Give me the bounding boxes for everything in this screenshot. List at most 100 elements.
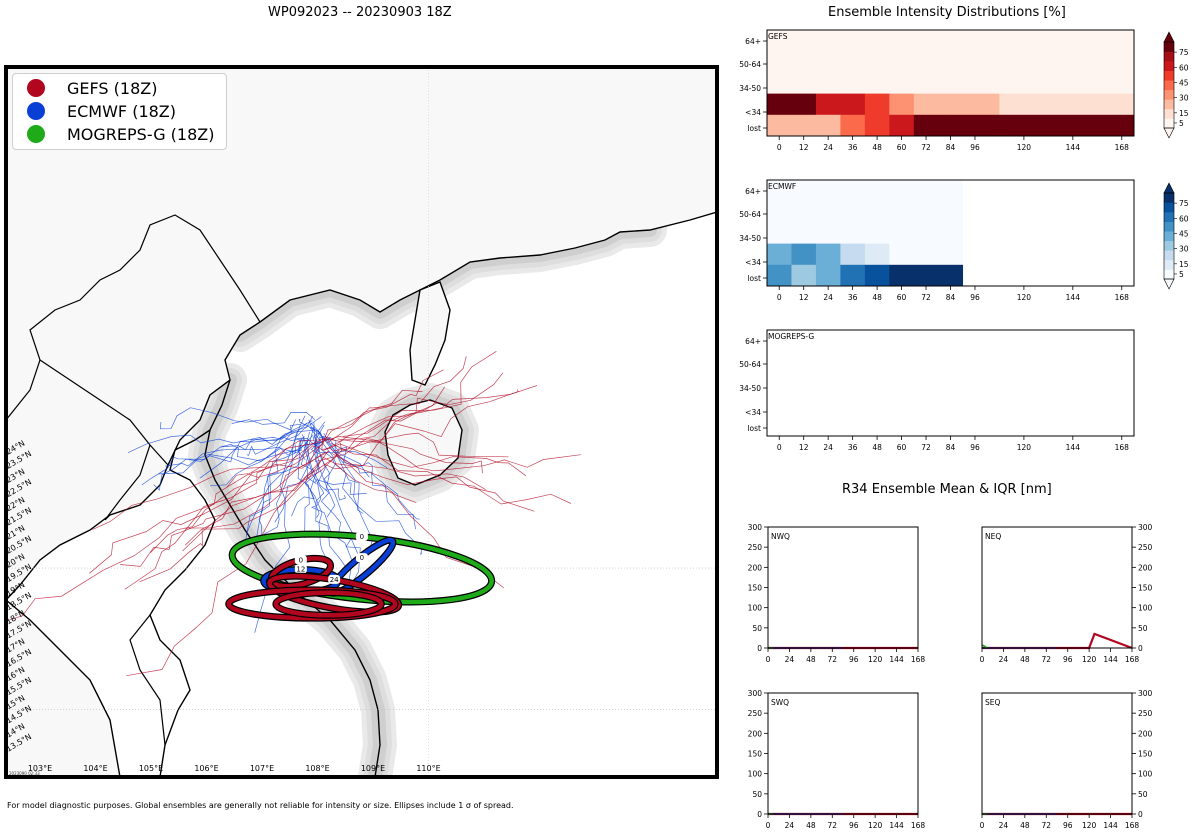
ellipse-time-label: 0 xyxy=(294,555,307,565)
heatmap-cell xyxy=(815,180,841,202)
colorbar-tick-label: 30 xyxy=(1179,245,1189,254)
map-frame xyxy=(4,65,719,779)
y-tick-label: 100 xyxy=(1138,604,1153,613)
ensemble-track xyxy=(317,389,519,462)
heatmap-cell xyxy=(864,114,890,137)
heatmap-cell xyxy=(950,72,1000,94)
x-tick-label: 0 xyxy=(980,821,985,830)
heatmap-cell xyxy=(889,201,915,223)
colorbar-frame xyxy=(1163,41,1175,129)
heatmap-cell xyxy=(864,243,890,266)
x-tick-label: 48 xyxy=(872,293,882,302)
heatmap-cell xyxy=(889,30,915,52)
heatmap-cell xyxy=(767,180,792,202)
y-tick-label: 0 xyxy=(757,644,762,653)
y-tick-label: 150 xyxy=(1138,584,1153,593)
x-tick-label: 72 xyxy=(1042,655,1052,664)
x-tick-label: 144 xyxy=(1103,821,1118,830)
y-tick-label: 50-64 xyxy=(739,210,761,219)
y-tick-label: 100 xyxy=(748,604,763,613)
ensemble-track xyxy=(241,438,303,546)
y-tick-label: 0 xyxy=(1138,644,1143,653)
y-tick-label: 0 xyxy=(1138,810,1143,819)
ensemble-track xyxy=(153,420,313,491)
border-line xyxy=(6,214,261,421)
ensemble-track xyxy=(184,451,317,529)
x-tick-label: 168 xyxy=(1125,655,1140,664)
r34-series-mogreps-g xyxy=(981,644,988,649)
ensemble-track xyxy=(298,439,367,495)
panel-label: NWQ xyxy=(771,532,790,541)
panel-label: ECMWF xyxy=(768,182,796,191)
label-text: 24 xyxy=(330,576,339,584)
heatmap-cell xyxy=(913,180,939,202)
ensemble-track xyxy=(246,416,322,456)
lon-labels: 103°E 104°E 105°E 106°E 107°E 108°E 109°E 110°E xyxy=(28,764,441,773)
heatmap-cell xyxy=(889,264,915,287)
lon-tick-label: 110°E xyxy=(416,764,440,773)
heatmap-cell xyxy=(840,72,866,94)
legend-dot xyxy=(27,79,45,97)
colorbar-swatch xyxy=(1164,221,1174,232)
ensemble-track xyxy=(326,356,467,444)
y-tick-label: 50-64 xyxy=(739,60,761,69)
y-tick-label: lost xyxy=(747,274,761,283)
ellipse-time-label: 0 xyxy=(355,531,368,541)
colorbar-swatch xyxy=(1164,118,1174,129)
y-tick-label: lost xyxy=(747,124,761,133)
heatmap-cell xyxy=(815,222,841,244)
x-tick-label: 120 xyxy=(1017,443,1032,452)
heatmap-cell xyxy=(950,114,1000,137)
colorbar-swatch xyxy=(1164,240,1174,251)
heatmap-cell xyxy=(913,72,951,94)
heatmap-cell xyxy=(815,30,841,52)
heatmap-cell xyxy=(889,180,915,202)
ensemble-track xyxy=(319,436,416,530)
y-tick-label: 150 xyxy=(748,584,763,593)
heatmap-cell xyxy=(950,51,1000,73)
x-tick-label: 0 xyxy=(777,443,782,452)
intensity-panel-gefs: GEFS 64+ 50-64 34-50 <34 lost 0 12 24 36 48 60 72 84 9… xyxy=(739,29,1135,152)
colorbar-swatch xyxy=(1164,202,1174,213)
heatmap-cell xyxy=(889,114,915,137)
colorbar-tick-label: 75 xyxy=(1179,199,1189,208)
colorbar-swatch xyxy=(1164,108,1174,119)
colorbar-tick-label: 5 xyxy=(1179,270,1184,279)
y-tick-label: 34-50 xyxy=(739,384,761,393)
panel-label: MOGREPS-G xyxy=(768,332,814,341)
heatmap-cell xyxy=(864,72,890,94)
ensemble-track xyxy=(158,440,302,475)
r34-panel-nwq: NWQ 0 50 100 150 200 250 300 0 24 48 72 96 120 144 168 xyxy=(748,523,926,664)
colorbar-extend-bottom xyxy=(1163,278,1175,290)
heatmap-cell xyxy=(999,72,1135,94)
ensemble-track xyxy=(150,436,331,553)
colorbar-swatch xyxy=(1164,42,1174,52)
ensemble-track xyxy=(184,449,340,546)
y-tick-label: <34 xyxy=(745,108,761,117)
colorbar-extend-top xyxy=(1163,31,1175,43)
heatmap-cell xyxy=(913,222,939,244)
x-tick-label: 24 xyxy=(999,655,1009,664)
colorbar-tick-label: 15 xyxy=(1179,260,1189,269)
ensemble-tracks xyxy=(6,351,581,677)
x-tick-label: 168 xyxy=(1125,821,1140,830)
heatmap-cell xyxy=(840,51,866,73)
heatmap-cell xyxy=(791,180,817,202)
x-tick-label: 144 xyxy=(889,655,904,664)
heatmap-cell xyxy=(938,201,964,223)
heatmap-cell xyxy=(913,51,951,73)
heatmap-cell xyxy=(950,30,1000,52)
ensemble-track xyxy=(199,437,323,479)
x-tick-label: 24 xyxy=(823,293,833,302)
legend-item-mogreps: MOGREPS-G (18Z) xyxy=(27,123,214,145)
ensemble-track xyxy=(338,436,483,474)
label-bg xyxy=(355,553,368,563)
y-tick-label: 200 xyxy=(748,729,763,738)
x-tick-label: 36 xyxy=(848,293,858,302)
x-tick-label: 48 xyxy=(1020,655,1030,664)
ellipse-stroke xyxy=(273,590,384,618)
panel-frame xyxy=(767,692,919,815)
heatmap-cell xyxy=(889,93,915,116)
y-tick-label: 50-64 xyxy=(739,360,761,369)
